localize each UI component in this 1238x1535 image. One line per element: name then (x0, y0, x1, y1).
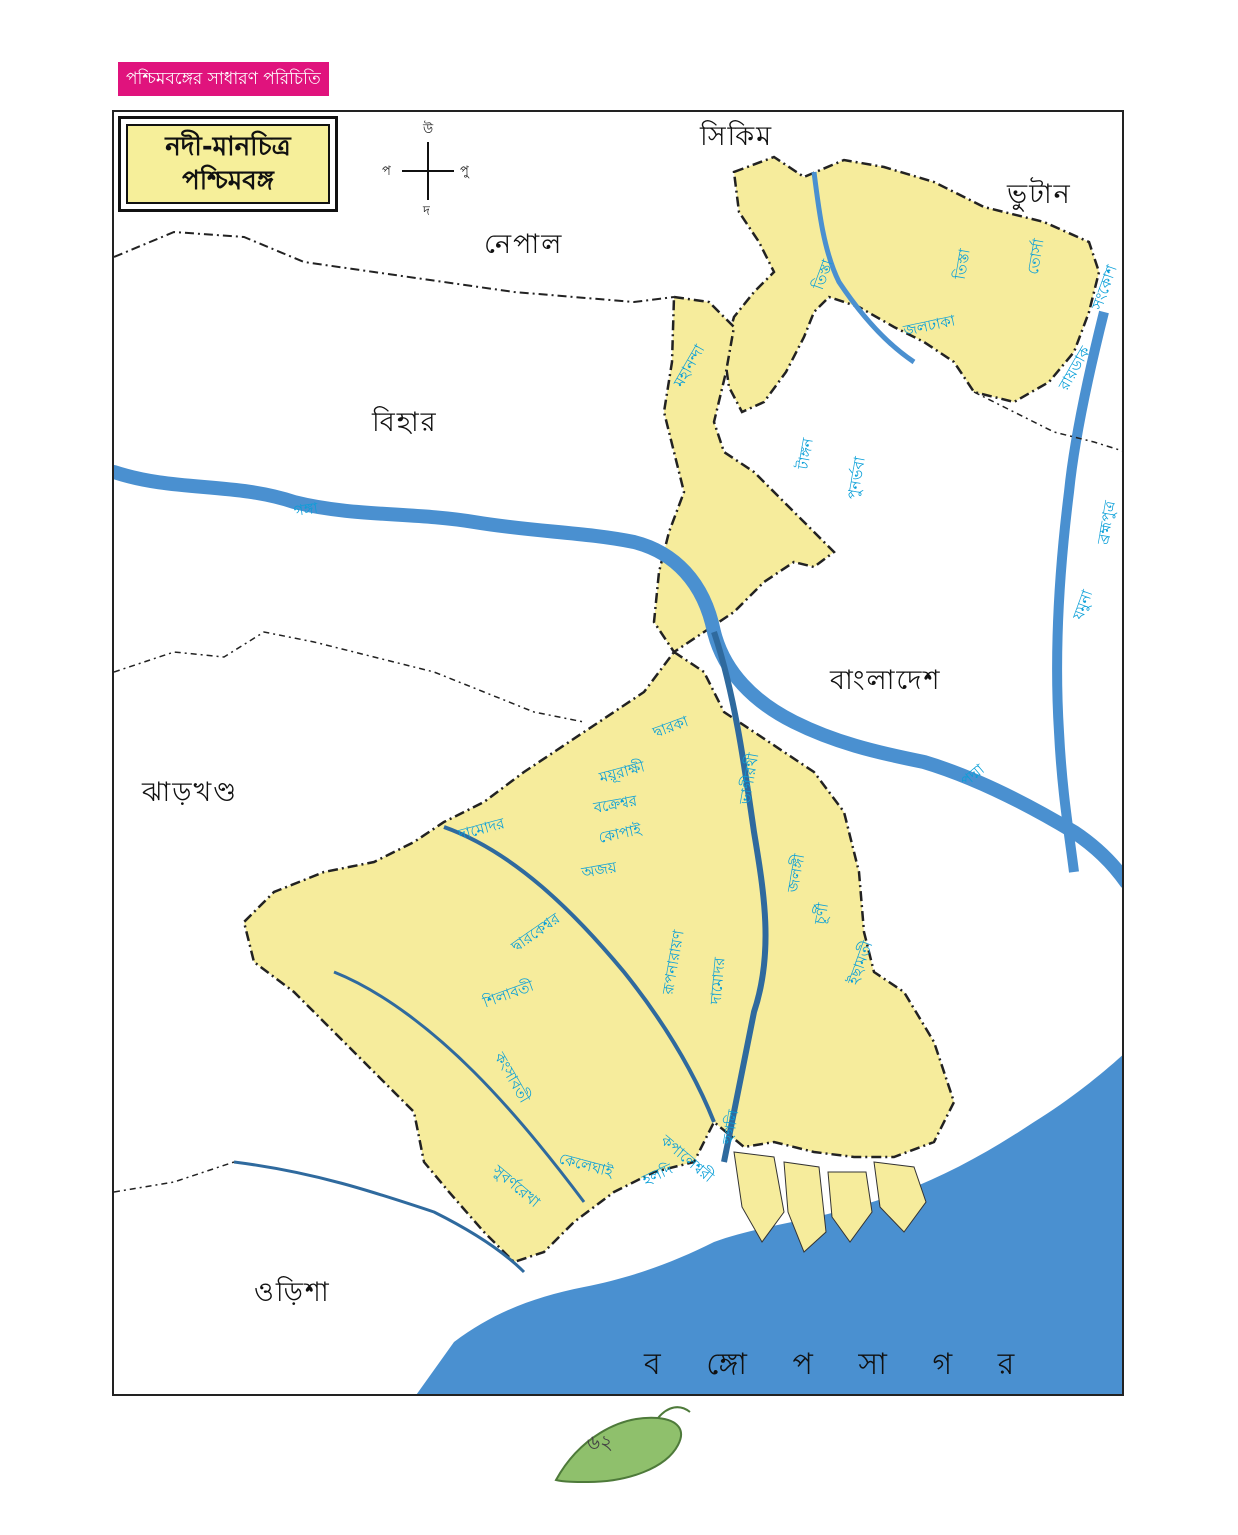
map-title-inner: নদী-মানচিত্র পশ্চিমবঙ্গ (126, 124, 330, 204)
chapter-header-tag: পশ্চিমবঙ্গের সাধারণ পরিচিতি (118, 62, 329, 96)
page-number: ৬২ (587, 1430, 614, 1454)
map-title-box: নদী-মানচিত্র পশ্চিমবঙ্গ (118, 116, 338, 212)
damodar-river (443, 825, 716, 1123)
teesta-river (811, 171, 916, 365)
west-bengal-corridor-land (652, 295, 836, 654)
river-label-churni: চূর্ণী (810, 901, 833, 926)
nepal-border (114, 230, 675, 304)
map-title-line2: পশ্চিমবঙ্গ (182, 166, 274, 196)
compass-east: পু (460, 164, 469, 179)
brahmaputra-river (1052, 310, 1109, 873)
region-bihar: বিহার (372, 407, 438, 438)
west-bengal-south-land (242, 650, 956, 1264)
west-bengal-north-land (722, 155, 1101, 414)
region-bay-of-bengal: ব ঙ্গো প সা গ র (644, 1347, 1015, 1382)
compass-south: দ (423, 204, 430, 219)
subarnarekha-river (233, 1160, 526, 1274)
page-leaf-icon (554, 1406, 691, 1484)
river-map: নদী-মানচিত্র পশ্চিমবঙ্গ উ দ পু প সিকিম ভ… (112, 110, 1124, 1396)
region-nepal: নেপাল (484, 229, 564, 260)
map-title-line1: নদী-মানচিত্র (165, 132, 291, 162)
region-jharkhand: ঝাড়খণ্ড (142, 777, 239, 808)
region-odisha: ওড়িশা (254, 1277, 331, 1308)
sundarban-islands (733, 1151, 927, 1253)
map-canvas (114, 155, 1122, 1394)
bay-of-bengal-water (416, 1055, 1122, 1394)
compass-cross-icon (402, 142, 454, 200)
river-label-damodar-2: দামোদর (706, 956, 729, 1006)
compass-west: প (382, 164, 391, 179)
hooghly-river (711, 631, 769, 1163)
region-bhutan: ভুটান (1007, 179, 1072, 210)
region-bangladesh: বাংলাদেশ (830, 665, 942, 696)
odisha-border (114, 1161, 235, 1193)
ganga-river (114, 465, 1122, 888)
jharkhand-border (114, 631, 585, 723)
river-label-ganga: গঙ্গা (292, 498, 319, 520)
bangladesh-border (973, 391, 1122, 452)
river-label-teesta-2: তিস্তা (950, 247, 974, 281)
compass-north: উ (423, 122, 434, 137)
compass-rose: উ দ পু প (380, 120, 476, 220)
region-sikkim: সিকিম (700, 121, 774, 152)
kangsabati-river (333, 970, 586, 1203)
